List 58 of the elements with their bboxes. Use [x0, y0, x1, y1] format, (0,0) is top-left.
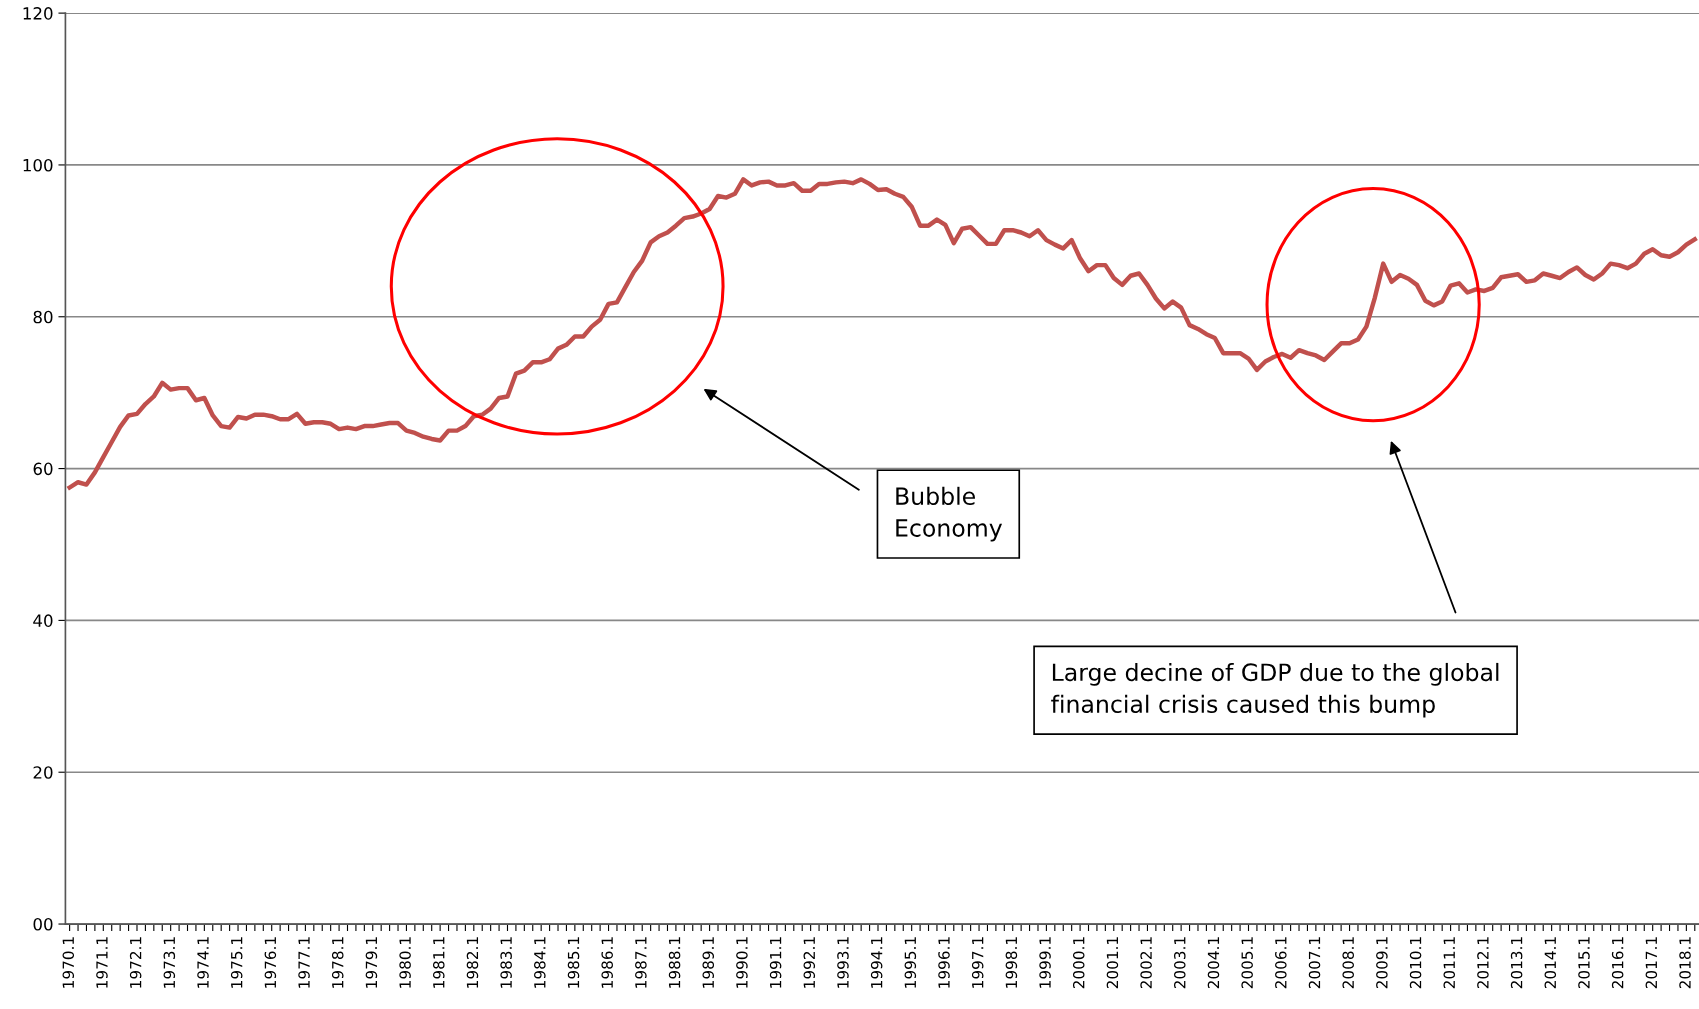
y-tick-label: 80 [33, 310, 53, 324]
y-tick-label: 60 [33, 462, 53, 476]
x-tick-label: 1993.1 [837, 937, 849, 988]
x-tick-label: 1981.1 [433, 937, 445, 988]
x-tick-label: 1984.1 [534, 937, 546, 988]
x-tick-label: 2001.1 [1106, 937, 1119, 989]
x-tick-label: 1990.1 [736, 937, 748, 988]
x-tick-label: 2006.1 [1275, 937, 1287, 989]
x-tick-label: 1982.1 [466, 937, 479, 988]
x-tick-label: 2012.1 [1477, 937, 1489, 989]
x-tick-label: 2011.1 [1443, 937, 1456, 989]
x-tick-label: 1976.1 [264, 937, 277, 988]
x-tick-label: 2005.1 [1241, 937, 1253, 989]
y-tick-label: 120 [23, 7, 53, 20]
y-tick-label: 40 [33, 614, 53, 627]
x-tick-label: 1980.1 [399, 937, 411, 988]
x-tick-label: 1994.1 [870, 937, 883, 988]
x-tick-label: 1974.1 [197, 937, 209, 988]
y-tick-label: 20 [33, 766, 53, 779]
x-tick-label: 1983.1 [500, 937, 512, 988]
x-tick-label: 2015.1 [1578, 937, 1590, 989]
x-tick-label: 1988.1 [668, 937, 681, 988]
x-tick-label: 1996.1 [938, 937, 950, 988]
x-tick-label: 2017.1 [1645, 937, 1658, 989]
x-tick-label: 2004.1 [1207, 937, 1220, 989]
x-tick-label: 2007.1 [1308, 937, 1321, 989]
x-tick-label: 2016.1 [1611, 937, 1624, 989]
annotation: Large decine of GDP due to the global financial crisis caused this bump [1051, 662, 1499, 718]
x-tick-label: 1970.1 [62, 937, 75, 988]
x-tick-label: 1973.1 [163, 937, 176, 988]
x-tick-label: 2010.1 [1409, 937, 1422, 989]
x-tick-label: 2009.1 [1376, 937, 1388, 989]
x-tick-label: 1998.1 [1005, 937, 1018, 988]
x-tick-label: 1977.1 [298, 937, 310, 988]
x-tick-label: 2014.1 [1544, 937, 1557, 989]
x-tick-label: 1999.1 [1039, 937, 1051, 988]
x-tick-label: 1987.1 [635, 937, 647, 988]
x-tick-label: 1995.1 [904, 937, 917, 988]
x-tick-label: 1985.1 [567, 937, 580, 988]
x-tick-label: 1975.1 [230, 937, 243, 988]
x-tick-label: 2008.1 [1342, 937, 1354, 989]
y-tick-label: 00 [33, 918, 53, 931]
x-tick-label: 1979.1 [365, 937, 378, 988]
x-tick-label: 1992.1 [803, 937, 816, 988]
x-tick-label: 1986.1 [601, 937, 613, 988]
x-tick-label: 1989.1 [702, 937, 715, 988]
x-tick-label: 2013.1 [1510, 937, 1523, 989]
x-tick-label: 2003.1 [1174, 937, 1186, 989]
x-tick-label: 2018.1 [1679, 937, 1691, 989]
x-tick-label: 1972.1 [129, 937, 142, 988]
annotation: Bubble Economy [896, 486, 1003, 542]
x-tick-label: 1978.1 [331, 937, 344, 988]
x-tick-label: 1971.1 [96, 937, 108, 988]
y-tick-label: 100 [23, 158, 53, 172]
x-tick-label: 2000.1 [1072, 937, 1085, 989]
x-tick-label: 1991.1 [769, 937, 782, 988]
x-tick-label: 1997.1 [971, 937, 984, 988]
x-tick-label: 2002.1 [1140, 937, 1152, 989]
